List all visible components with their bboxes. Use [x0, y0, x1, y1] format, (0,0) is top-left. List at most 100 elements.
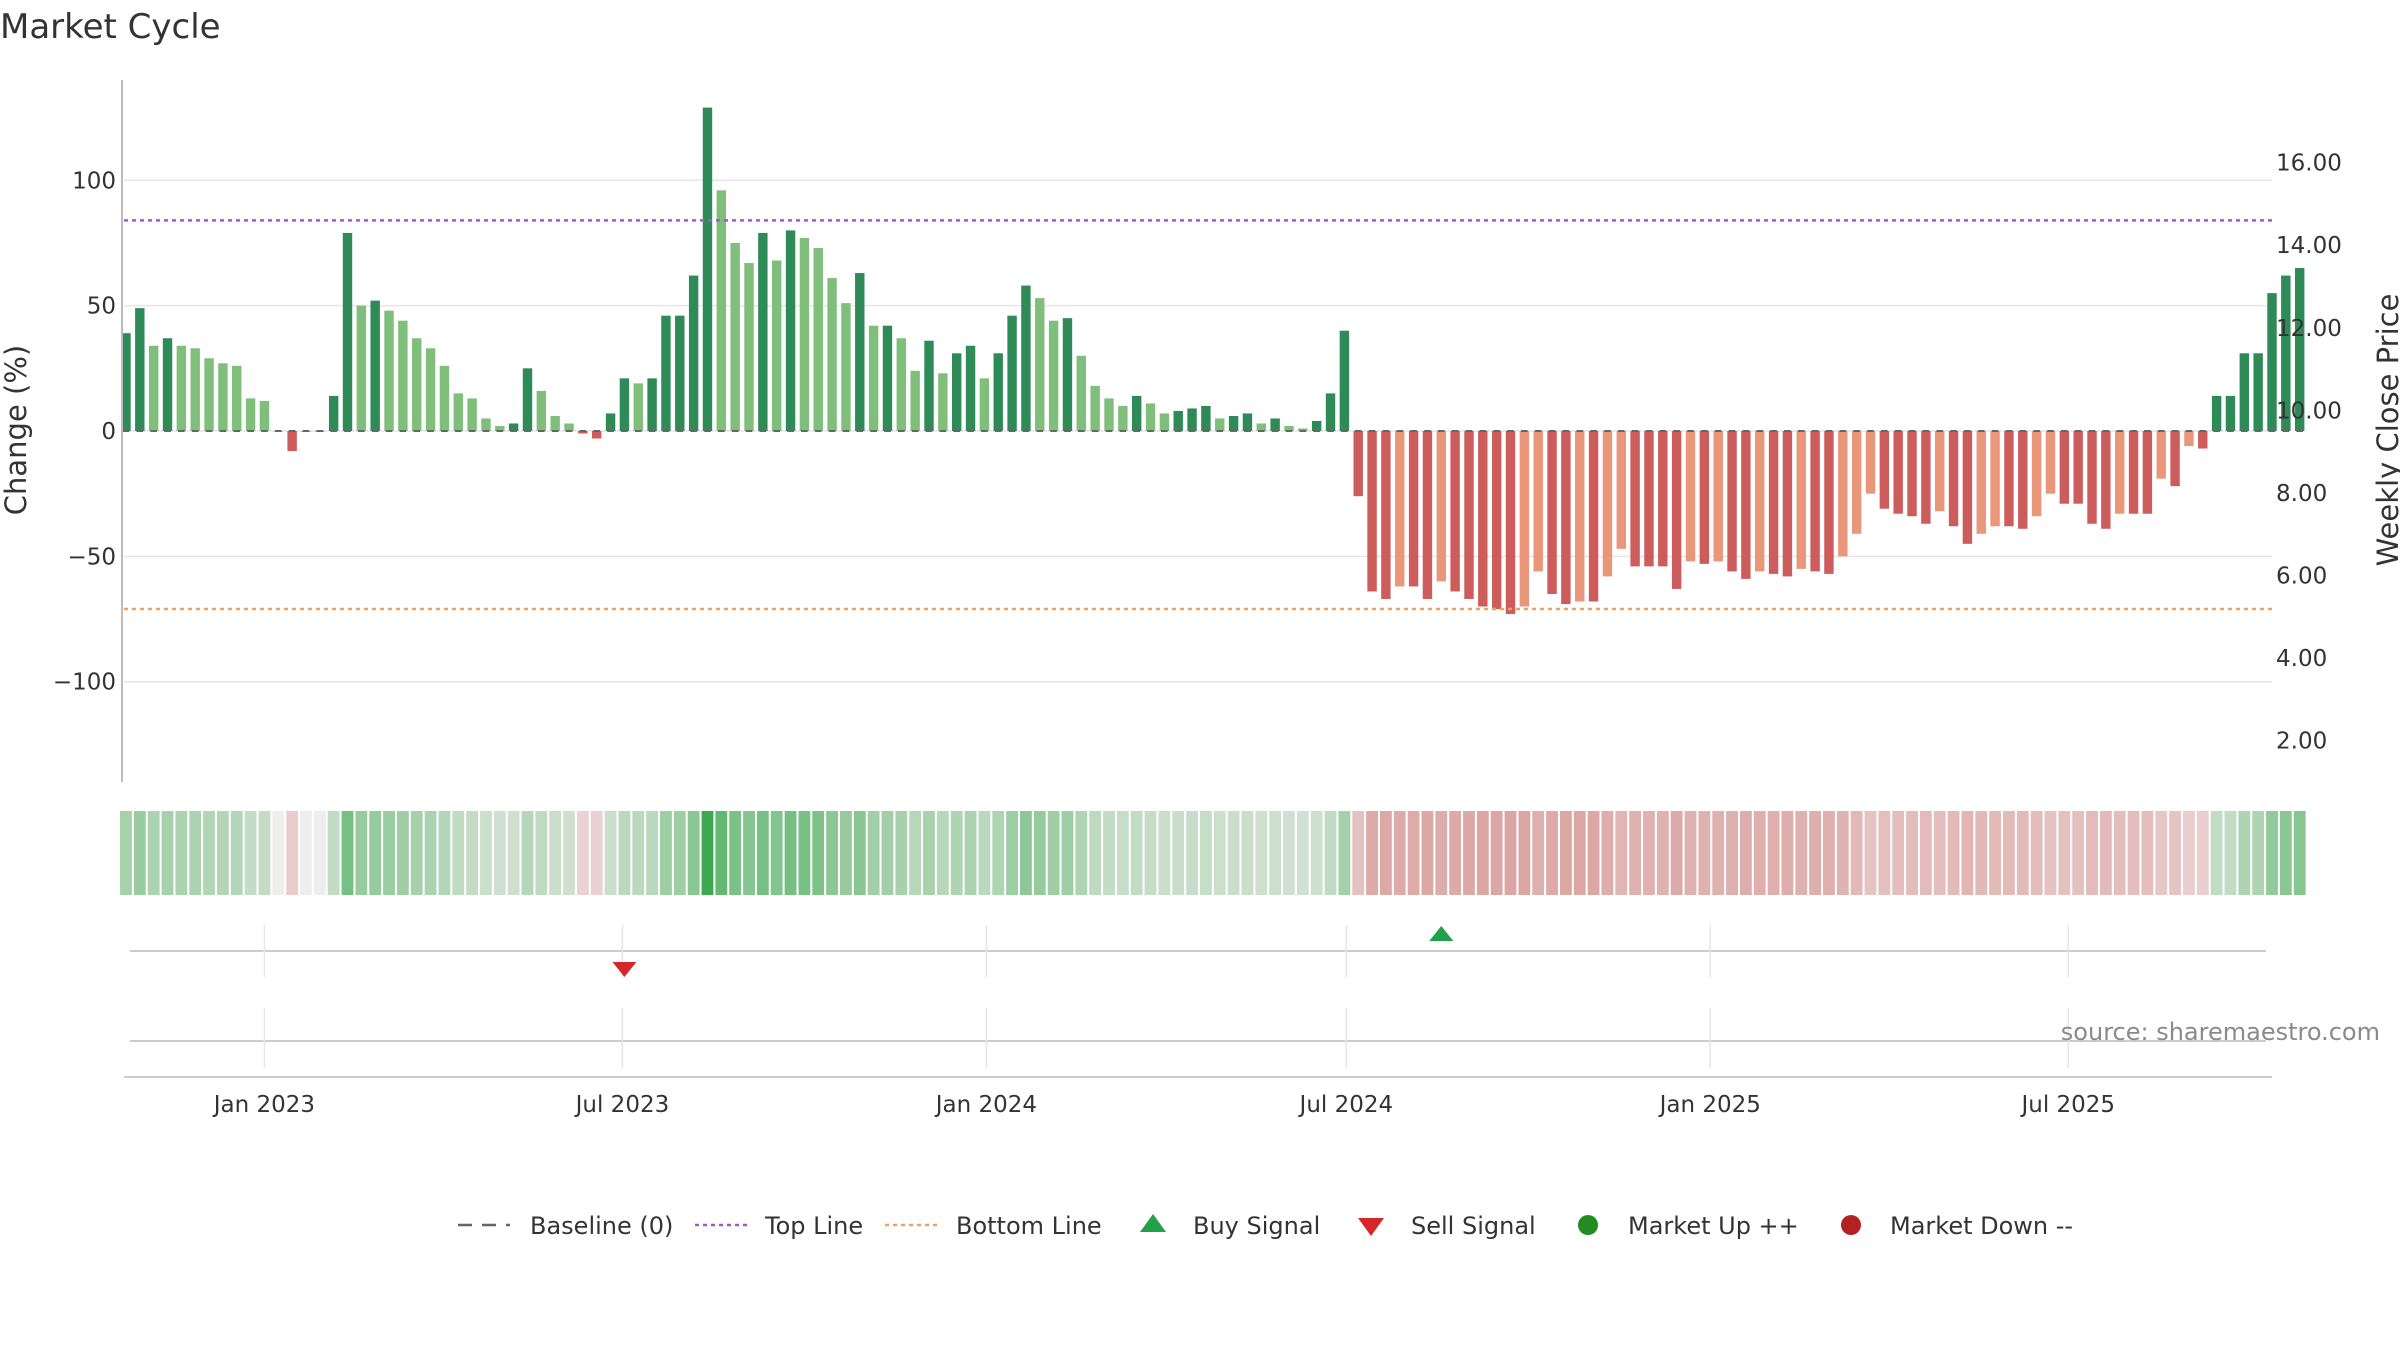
intensity-cell — [1020, 811, 1032, 895]
bar — [1242, 413, 1253, 431]
bar — [536, 390, 547, 431]
intensity-cell — [452, 811, 465, 895]
intensity-cell — [1712, 811, 1725, 895]
intensity-cell — [881, 811, 894, 895]
bar — [1851, 431, 1862, 534]
intensity-cell — [604, 811, 617, 895]
bar — [1159, 413, 1170, 431]
intensity-cell — [1961, 811, 1974, 895]
intensity-cell — [1075, 811, 1088, 895]
intensity-cell — [230, 811, 243, 895]
intensity-cell — [1532, 811, 1545, 895]
intensity-cell — [189, 811, 202, 895]
bar — [2018, 431, 2028, 529]
intensity-cell — [1006, 811, 1018, 895]
bar — [785, 230, 796, 431]
intensity-cell — [923, 811, 935, 895]
y2-tick-label: 10.00 — [2276, 398, 2342, 424]
intensity-cell — [1823, 811, 1835, 895]
bar — [245, 398, 256, 431]
intensity-cell — [1033, 811, 1046, 895]
intensity-cell — [1518, 811, 1531, 895]
bar — [1616, 431, 1626, 549]
y-tick-label: −100 — [53, 670, 116, 696]
source-note: source: sharemaestro.com — [2061, 1018, 2380, 1046]
bar — [2004, 431, 2014, 527]
y2-ticks: 2.00 4.00 6.00 8.00 10.00 12.00 14.00 16.00 — [2276, 151, 2342, 755]
sell-signal-marker — [612, 962, 637, 977]
bar — [204, 358, 214, 431]
intensity-cell — [1919, 811, 1932, 895]
intensity-cell — [646, 811, 659, 895]
intensity-cell — [1864, 811, 1877, 895]
intensity-cell — [327, 811, 340, 895]
intensity-cell — [867, 811, 880, 895]
bar — [716, 190, 727, 431]
intensity-cell — [812, 811, 825, 895]
bar — [2294, 268, 2305, 431]
intensity-cell — [1158, 811, 1171, 895]
intensity-cell — [687, 811, 700, 895]
intensity-cell — [1684, 811, 1697, 895]
intensity-cell — [1559, 811, 1572, 895]
bar — [176, 345, 187, 431]
intensity-cell — [1975, 811, 1988, 895]
intensity-cell — [133, 811, 146, 895]
bar — [1450, 431, 1460, 592]
legend: Baseline (0) Top Line Bottom Line Buy Signa… — [458, 1212, 2073, 1240]
intensity-cell — [2030, 811, 2043, 895]
intensity-cell — [576, 811, 589, 895]
intensity-cell — [1269, 811, 1282, 895]
intensity-cell — [895, 811, 908, 895]
intensity-cell — [1739, 811, 1752, 895]
bar — [2045, 431, 2056, 494]
bar — [412, 338, 422, 431]
intensity-cell — [120, 811, 132, 895]
intensity-cell — [992, 811, 1005, 895]
bar — [1256, 423, 1267, 431]
bar — [2128, 431, 2139, 514]
intensity-cell — [1213, 811, 1226, 895]
intensity-cell — [2169, 811, 2182, 895]
legend-buy-icon — [1140, 1214, 1166, 1232]
y2-axis-label: Weekly Close Price — [2371, 294, 2400, 567]
intensity-cell — [396, 811, 409, 895]
bar — [744, 263, 754, 431]
bar — [1436, 431, 1446, 582]
bar — [633, 383, 643, 431]
x-tick-label: Jul 2023 — [574, 1092, 670, 1118]
bar — [398, 320, 408, 431]
bar — [1685, 431, 1696, 562]
intensity-cell — [1421, 811, 1434, 895]
bar — [1173, 410, 1183, 431]
bar — [495, 425, 505, 431]
intensity-cell — [1116, 811, 1129, 895]
intensity-cell — [313, 811, 326, 895]
intensity-cell — [1449, 811, 1462, 895]
intensity-cell — [1947, 811, 1960, 895]
bar — [1491, 431, 1502, 610]
intensity-cell — [2003, 811, 2015, 895]
intensity-cell — [1199, 811, 1212, 895]
bar — [1893, 431, 1903, 514]
bar — [190, 348, 200, 431]
bar — [2156, 431, 2166, 479]
intensity-cell — [1435, 811, 1448, 895]
intensity-cell — [1504, 811, 1517, 895]
bar — [605, 413, 616, 431]
intensity-cell — [258, 811, 271, 895]
bar — [135, 308, 145, 431]
bar — [148, 345, 159, 431]
intensity-cell — [161, 811, 174, 895]
bar — [2184, 431, 2194, 447]
y2-tick-label: 2.00 — [2276, 729, 2327, 755]
bar — [1007, 315, 1017, 431]
intensity-cell — [964, 811, 977, 895]
intensity-cell — [701, 811, 714, 895]
x-ticks: Jan 2023 Jul 2023 Jan 2024 Jul 2024 Jan 2025… — [212, 1092, 2115, 1118]
intensity-cell — [1933, 811, 1946, 895]
y2-tick-label: 14.00 — [2276, 233, 2342, 259]
intensity-cell — [798, 811, 811, 895]
y-axis-label: Change (%) — [0, 345, 33, 515]
bar — [1713, 431, 1723, 562]
